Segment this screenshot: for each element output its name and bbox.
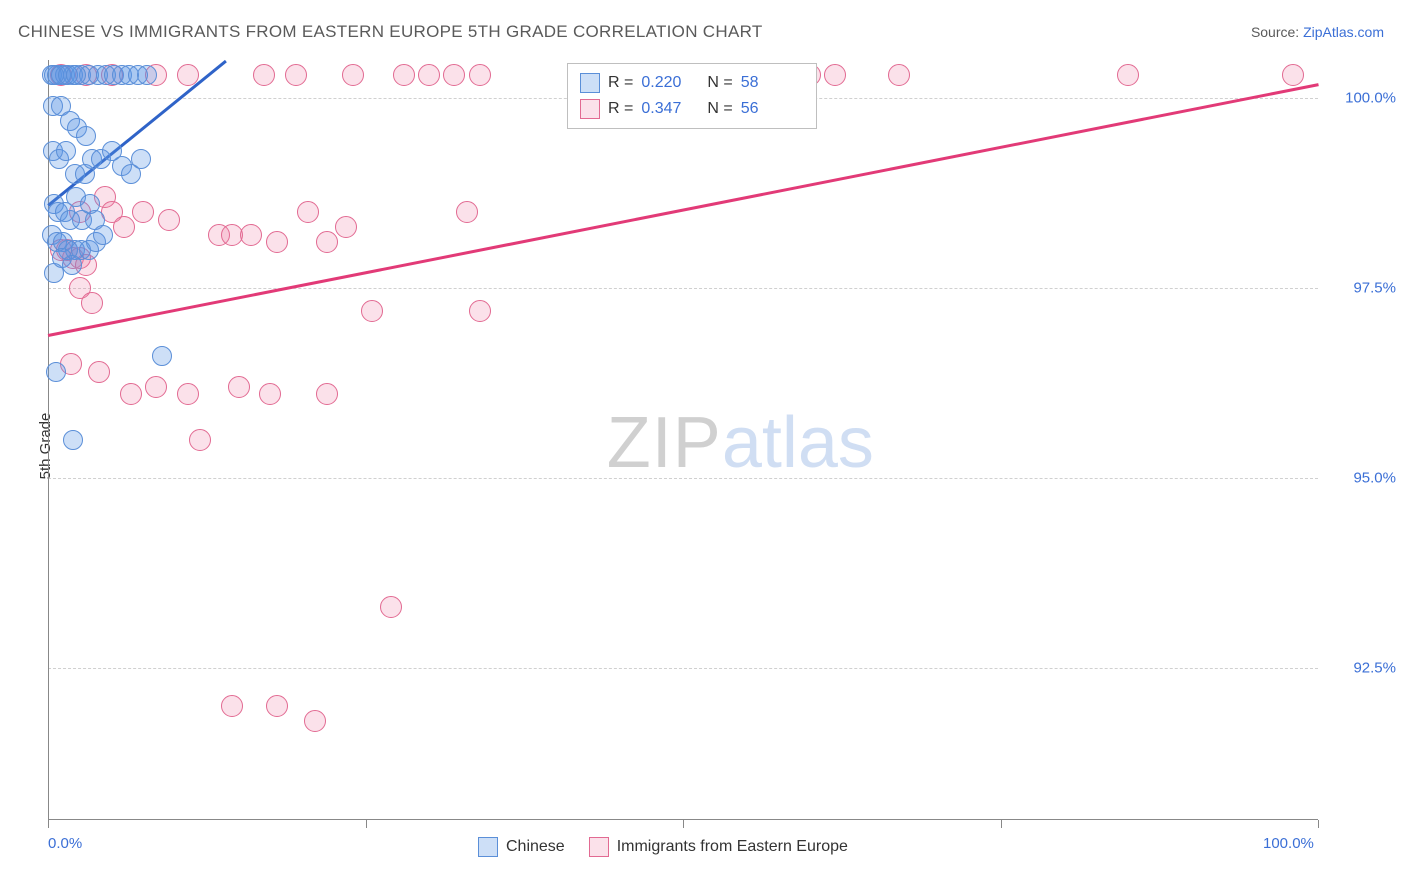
data-point-eastern [81,292,103,314]
data-point-eastern [221,695,243,717]
data-point-chinese [63,430,83,450]
n-label: N = [707,100,732,118]
source-label: Source: [1251,24,1303,40]
n-value-chinese: 58 [741,74,759,92]
data-point-eastern [824,64,846,86]
chart-title: CHINESE VS IMMIGRANTS FROM EASTERN EUROP… [18,22,763,42]
data-point-chinese [152,346,172,366]
r-value-eastern: 0.347 [641,100,681,118]
y-tick-label: 95.0% [1326,470,1396,487]
correlation-legend: R = 0.220 N = 58 R = 0.347 N = 56 [567,63,817,129]
data-point-eastern [361,300,383,322]
scatter-plot-area: 92.5%95.0%97.5%100.0%ZIPatlas [48,60,1318,820]
legend-row-chinese: R = 0.220 N = 58 [580,70,804,96]
legend-item-eastern: Immigrants from Eastern Europe [589,837,848,857]
data-point-eastern [418,64,440,86]
data-point-eastern [177,383,199,405]
gridline [48,668,1318,669]
data-point-chinese [131,149,151,169]
data-point-eastern [443,64,465,86]
data-point-eastern [253,64,275,86]
data-point-eastern [393,64,415,86]
gridline [48,478,1318,479]
legend-row-eastern: R = 0.347 N = 56 [580,96,804,122]
data-point-eastern [888,64,910,86]
y-tick-label: 97.5% [1326,280,1396,297]
data-point-eastern [88,361,110,383]
data-point-chinese [46,362,66,382]
data-point-eastern [266,231,288,253]
y-tick-label: 100.0% [1326,90,1396,107]
watermark: ZIPatlas [607,402,874,484]
data-point-eastern [1282,64,1304,86]
data-point-chinese [62,255,82,275]
y-tick-label: 92.5% [1326,660,1396,677]
data-point-eastern [456,201,478,223]
legend-label-chinese: Chinese [506,838,565,856]
data-point-chinese [66,65,86,85]
data-point-eastern [335,216,357,238]
gridline [48,288,1318,289]
r-label: R = [608,74,633,92]
data-point-eastern [469,64,491,86]
x-axis-max-label: 100.0% [1263,835,1314,852]
data-point-eastern [259,383,281,405]
data-point-eastern [316,383,338,405]
y-axis-line [48,60,49,820]
data-point-eastern [304,710,326,732]
data-point-eastern [120,383,142,405]
swatch-eastern [589,837,609,857]
x-tick [1318,820,1319,828]
r-value-chinese: 0.220 [641,74,681,92]
r-label: R = [608,100,633,118]
legend-item-chinese: Chinese [478,837,565,857]
data-point-eastern [145,376,167,398]
data-point-chinese [93,225,113,245]
data-point-chinese [76,126,96,146]
data-point-eastern [266,695,288,717]
n-label: N = [707,74,732,92]
legend-label-eastern: Immigrants from Eastern Europe [617,838,848,856]
data-point-eastern [158,209,180,231]
data-point-chinese [137,65,157,85]
source-value: ZipAtlas.com [1303,24,1384,40]
x-tick [48,820,49,828]
data-point-eastern [380,596,402,618]
x-axis-min-label: 0.0% [48,835,82,852]
data-point-eastern [132,201,154,223]
data-point-eastern [113,216,135,238]
data-point-eastern [285,64,307,86]
data-point-eastern [240,224,262,246]
data-point-eastern [189,429,211,451]
x-tick [1001,820,1002,828]
data-point-eastern [316,231,338,253]
swatch-chinese [580,73,600,93]
swatch-chinese [478,837,498,857]
data-point-eastern [297,201,319,223]
x-tick [366,820,367,828]
x-tick [683,820,684,828]
data-point-chinese [56,141,76,161]
n-value-eastern: 56 [741,100,759,118]
data-point-eastern [228,376,250,398]
data-point-eastern [469,300,491,322]
data-point-eastern [1117,64,1139,86]
swatch-eastern [580,99,600,119]
series-legend: Chinese Immigrants from Eastern Europe [478,837,848,857]
data-point-eastern [342,64,364,86]
source-attribution: Source: ZipAtlas.com [1251,24,1384,40]
